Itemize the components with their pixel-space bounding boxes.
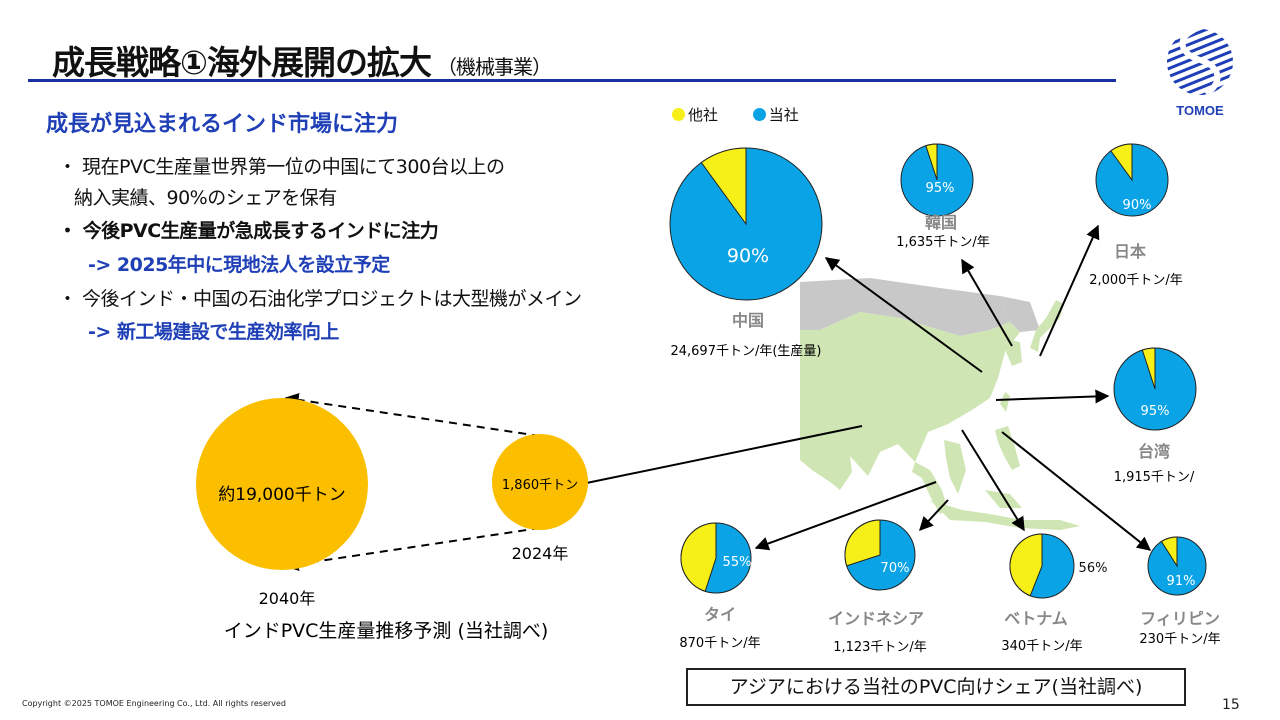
indonesia-share-label: 70%: [881, 561, 910, 576]
india-2040-year: 2040年: [259, 589, 316, 608]
title-main: 成長戦略①海外展開の拡大: [52, 43, 432, 82]
vietnam-name: ベトナム: [1004, 609, 1068, 628]
indonesia-volume: 1,123千トン/年: [833, 640, 927, 655]
map-borneo: [985, 490, 1022, 508]
chart-caption: アジアにおける当社のPVC向けシェア(当社調べ): [686, 668, 1186, 706]
arrow-vietnam: [961, 429, 1025, 532]
map-north-region: [1000, 296, 1040, 332]
japan-pie-others: [1110, 143, 1133, 182]
dash-upper: [284, 392, 541, 437]
share-pies: 90% 95% 90% 95% 55% 70% 56% 91%: [669, 143, 1207, 599]
india-2024-value: 1,860千トン: [502, 478, 578, 493]
section-heading: 成長が見込まれるインド市場に注力: [46, 112, 399, 137]
logo-mark-icon: [1167, 29, 1233, 95]
dash-lower: [284, 527, 541, 572]
philippines-share-label: 91%: [1167, 574, 1196, 589]
copyright: Copyright ©2025 TOMOE Engineering Co., L…: [22, 699, 286, 708]
korea-share-label: 95%: [926, 181, 955, 196]
taiwan-share-label: 95%: [1141, 404, 1170, 419]
arrow-thailand: [754, 481, 937, 551]
tomoe-logo: TOMOE: [1167, 29, 1233, 118]
arrow-philippines: [1001, 431, 1152, 551]
country-labels: 中国 24,697千トン/年(生産量) 韓国 1,635千トン/年 日本 2,0…: [670, 213, 1220, 655]
asia-map: [800, 278, 1080, 530]
map-vietnam: [944, 440, 966, 494]
ours-swatch-icon: [752, 108, 766, 121]
india-forecast-title: インドPVC生産量推移予測 (当社調べ): [224, 620, 549, 642]
taiwan-volume: 1,915千トン/: [1114, 470, 1195, 485]
logo-text: TOMOE: [1176, 103, 1224, 118]
china-pie-others: [700, 147, 747, 226]
taiwan-name: 台湾: [1138, 442, 1170, 461]
arrow-indonesia: [919, 499, 949, 532]
title-sub: （機械事業）: [436, 55, 552, 79]
taiwan-pie-others: [1141, 347, 1156, 390]
title-rule: [28, 79, 1116, 82]
arrow-korea: [961, 258, 1013, 347]
arrow-taiwan: [995, 389, 1110, 404]
china-name: 中国: [732, 311, 764, 330]
page-number: 15: [1222, 697, 1240, 713]
indonesia-pie-others: [844, 519, 881, 567]
india-2040-value: 約19,000千トン: [218, 485, 345, 505]
bullet-3: ・ 今後インド・中国の石油化学プロジェクトは大型機がメイン: [58, 288, 582, 310]
map-philippines: [995, 426, 1020, 470]
philippines-name: フィリピン: [1140, 609, 1220, 628]
vietnam-volume: 340千トン/年: [1001, 639, 1082, 654]
map-indochina: [912, 462, 948, 514]
bullet-1-line2: 納入実績、90%のシェアを保有: [74, 187, 337, 209]
arrow-japan: [1039, 224, 1100, 357]
philippines-volume: 230千トン/年: [1139, 632, 1220, 647]
korea-volume: 1,635千トン/年: [896, 235, 990, 250]
bullet-2: ・ 今後PVC生産量が急成長するインドに注力: [58, 220, 439, 242]
bullet-1-line1: ・ 現在PVC生産量世界第一位の中国にて300台以上の: [58, 156, 505, 178]
china-share-label: 90%: [727, 245, 769, 267]
map-taiwan: [1000, 392, 1010, 412]
map-japan: [1030, 300, 1064, 352]
page-title: 成長戦略①海外展開の拡大 （機械事業）: [52, 36, 552, 84]
map-korea: [1006, 340, 1022, 366]
india-2024-circle: [492, 434, 588, 530]
vietnam-pie-others: [1009, 533, 1043, 597]
map-grey-region: [800, 278, 1010, 336]
indonesia-name: インドネシア: [828, 609, 924, 628]
map-china-region: [800, 312, 1020, 476]
map-indonesia: [930, 500, 1080, 530]
pie-legend: 他社 当社: [672, 104, 799, 125]
bullet-3-sub: -> 新工場建設で生産効率向上: [88, 321, 339, 343]
legend-ours: 当社: [768, 106, 799, 124]
thailand-name: タイ: [704, 605, 736, 624]
japan-name: 日本: [1114, 242, 1146, 261]
japan-share-label: 90%: [1123, 198, 1152, 213]
china-volume: 24,697千トン/年(生産量): [670, 343, 821, 359]
korea-pie-others: [925, 143, 938, 181]
legend-others: 他社: [688, 106, 719, 124]
arrow-india: [570, 425, 863, 491]
arrow-china: [824, 257, 983, 373]
others-swatch-icon: [672, 108, 685, 121]
vietnam-share-label: 56%: [1079, 561, 1108, 576]
map-arrows: [284, 224, 1152, 572]
thailand-volume: 870千トン/年: [679, 636, 760, 651]
thailand-share-label: 55%: [723, 555, 752, 570]
thailand-pie-others: [680, 522, 717, 592]
japan-volume: 2,000千トン/年: [1089, 273, 1183, 288]
india-2040-circle: [196, 398, 368, 570]
korea-name: 韓国: [925, 213, 957, 232]
map-south-asia: [800, 400, 852, 490]
philippines-pie-others: [1160, 536, 1178, 568]
bullet-2-sub: -> 2025年中に現地法人を設立予定: [88, 254, 390, 276]
india-2024-year: 2024年: [512, 544, 569, 563]
